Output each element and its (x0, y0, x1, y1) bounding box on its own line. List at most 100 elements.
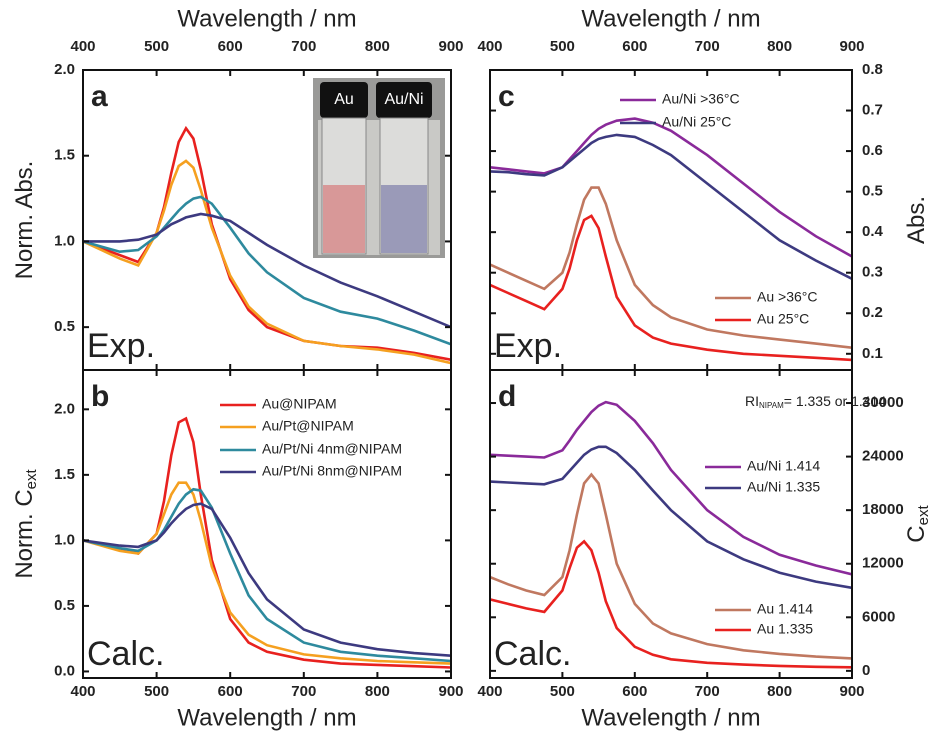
x-tick-label: 800 (767, 38, 792, 55)
curve (490, 186, 852, 349)
panel-letter: a (91, 80, 108, 113)
legend-label: Au/Ni 1.414 (747, 458, 820, 474)
y-tick-label: 1.5 (54, 147, 75, 164)
curve (490, 400, 852, 576)
panel-letter: b (91, 380, 109, 413)
y-tick-label: 12000 (862, 555, 904, 572)
curve (83, 159, 451, 365)
x-tick-label: 700 (291, 38, 316, 55)
y-tick-label: 0 (862, 662, 870, 679)
x-tick-label: 900 (438, 683, 463, 700)
y-label-main: Norm. Abs. (11, 161, 38, 280)
legend-label: Au 1.335 (757, 621, 813, 637)
y-tick-label: 0.3 (862, 264, 883, 281)
curve (83, 487, 451, 663)
x-tick-label: 600 (622, 38, 647, 55)
x-tick-label: 600 (218, 683, 243, 700)
y-tick-label: 0.1 (862, 345, 883, 362)
legend-label: Au/Pt@NIPAM (262, 418, 354, 434)
curve (490, 117, 852, 258)
x-axis-label: Wavelength / nm (581, 5, 760, 32)
curve (83, 502, 451, 657)
x-tick-label: 900 (839, 683, 864, 700)
y-tick-label: 30000 (862, 394, 904, 411)
legend-label: Au/Ni 25°C (662, 114, 731, 130)
y-tick-label: 2.0 (54, 400, 75, 417)
annotation-main: RI (745, 393, 759, 409)
y-tick-label: 24000 (862, 448, 904, 465)
panel-letter: c (498, 80, 515, 113)
x-tick-label: 400 (477, 38, 502, 55)
x-tick-label: 500 (144, 38, 169, 55)
y-tick-label: 0.5 (54, 318, 75, 335)
y-tick-label: 0.5 (54, 597, 75, 614)
y-tick-label: 0.7 (862, 102, 883, 119)
y-axis-label: Cext (903, 504, 932, 542)
y-label-sub: ext (23, 468, 40, 489)
panel: Au/Ni >36°C Au/Ni 25°C Au >36°C Au 25°C 400 5… (477, 5, 930, 371)
y-tick-label: 0.6 (862, 142, 883, 159)
cap (376, 82, 432, 118)
legend-label: Au/Ni >36°C (662, 91, 740, 107)
liquid-au (323, 185, 365, 253)
x-axis-label: Wavelength / nm (177, 5, 356, 32)
legend-label: Au >36°C (757, 289, 817, 305)
curve (490, 445, 852, 590)
y-label-main: Abs. (903, 196, 930, 244)
legend-label: Au/Pt/Ni 4nm@NIPAM (262, 441, 402, 457)
curve (490, 214, 852, 362)
y-tick-label: 18000 (862, 501, 904, 518)
corner-label: Exp. (494, 327, 562, 365)
y-tick-label: 6000 (862, 608, 895, 625)
legend-label: Au/Ni 1.335 (747, 479, 820, 495)
x-tick-label: 600 (622, 683, 647, 700)
x-axis-label: Wavelength / nm (581, 704, 760, 731)
legend-label: Au 25°C (757, 311, 809, 327)
curve (490, 472, 852, 660)
x-tick-label: 800 (365, 38, 390, 55)
x-tick-label: 400 (70, 38, 95, 55)
legend-label: Au/Pt/Ni 8nm@NIPAM (262, 463, 402, 479)
cap (320, 82, 368, 118)
annotation: RINIPAM= 1.335 or 1.414 (745, 393, 886, 410)
y-tick-label: 1.0 (54, 232, 75, 249)
curve (490, 133, 852, 280)
x-tick-label: 800 (767, 683, 792, 700)
liquid-auni (381, 185, 427, 253)
y-tick-label: 0.8 (862, 61, 883, 78)
y-label-main: C (903, 525, 930, 542)
x-tick-label: 500 (550, 683, 575, 700)
inset-label: Au (334, 91, 354, 108)
curve (490, 539, 852, 669)
y-tick-label: 0.2 (862, 304, 883, 321)
y-axis-label: Norm. Cext (11, 468, 40, 578)
y-tick-label: 1.5 (54, 466, 75, 483)
inset-label: Au/Ni (384, 91, 423, 108)
x-tick-label: 700 (291, 683, 316, 700)
legend-label: Au@NIPAM (262, 396, 337, 412)
curve (83, 195, 451, 346)
plot-frame (82, 369, 452, 679)
x-tick-label: 500 (550, 38, 575, 55)
corner-label: Exp. (87, 327, 155, 365)
x-tick-label: 400 (70, 683, 95, 700)
panel-letter: d (498, 380, 516, 413)
y-label-main: Norm. C (11, 489, 38, 578)
inset-photo: Au Au/Ni (313, 78, 445, 258)
corner-label: Calc. (494, 635, 571, 673)
y-tick-label: 2.0 (54, 61, 75, 78)
plot-frame (489, 369, 853, 679)
curve (83, 212, 451, 329)
x-tick-label: 800 (365, 683, 390, 700)
y-tick-label: 0.4 (862, 223, 884, 240)
x-tick-label: 400 (477, 683, 502, 700)
y-tick-label: 0.5 (862, 183, 883, 200)
x-tick-label: 700 (695, 683, 720, 700)
y-axis-label: Abs. (903, 196, 930, 244)
x-axis-label: Wavelength / nm (177, 704, 356, 731)
corner-label: Calc. (87, 635, 164, 673)
x-tick-label: 500 (144, 683, 169, 700)
x-tick-label: 900 (438, 38, 463, 55)
panel: Au@NIPAM Au/Pt@NIPAM Au/Pt/Ni 4nm@NIPAM Au/… (11, 369, 464, 731)
